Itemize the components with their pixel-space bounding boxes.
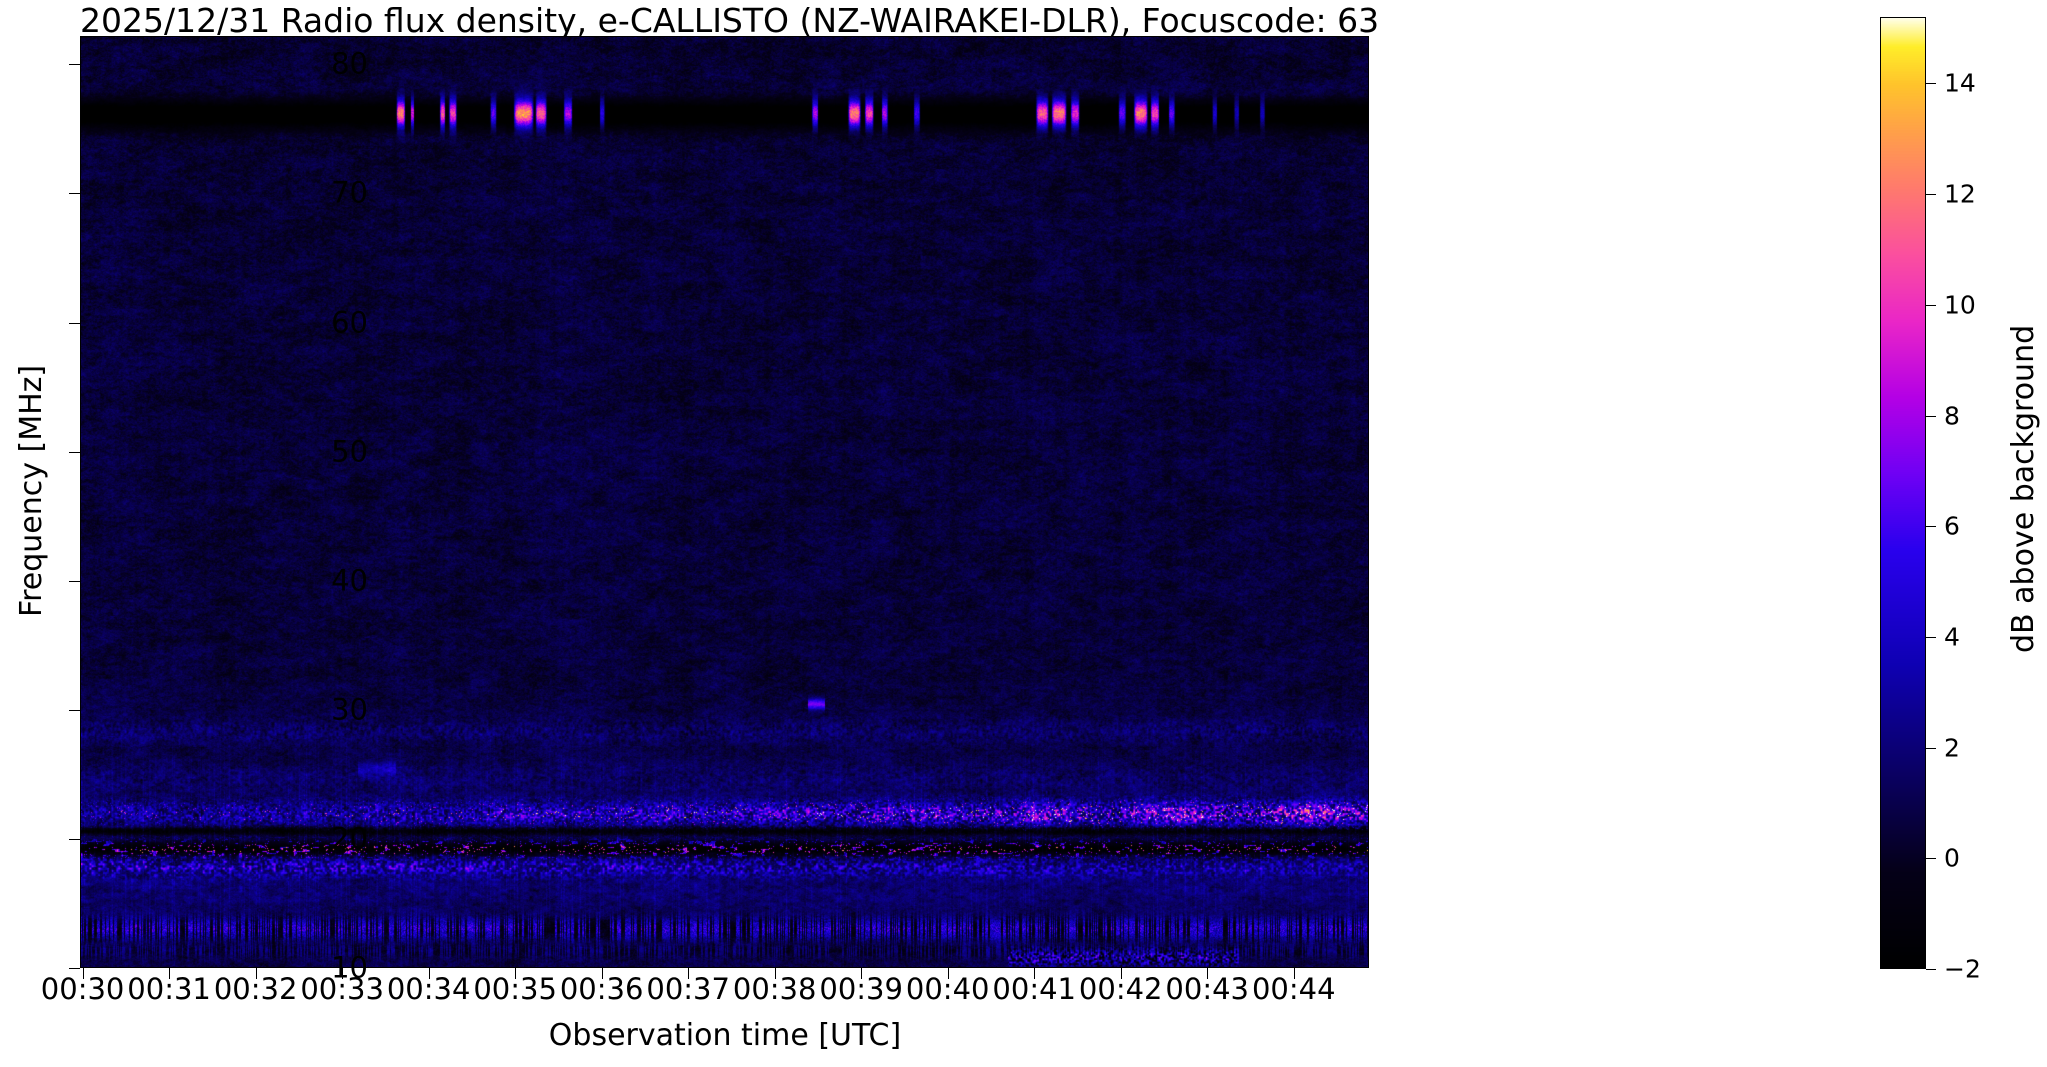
y-axis-tick-mark	[69, 580, 80, 582]
colorbar-tick-mark	[1926, 858, 1936, 860]
colorbar-tick-mark	[1926, 194, 1936, 196]
colorbar-tick-label: 0	[1944, 843, 1960, 873]
y-axis-tick-mark	[69, 709, 80, 711]
colorbar-tick-label: 14	[1944, 68, 1976, 98]
x-axis-tick-label: 00:42	[1078, 972, 1163, 1006]
colorbar-tick-mark	[1926, 526, 1936, 528]
x-axis-tick-label: 00:37	[646, 972, 730, 1006]
chart-title: 2025/12/31 Radio flux density, e-CALLIST…	[80, 1, 1380, 40]
y-axis-label: Frequency [MHz]	[14, 364, 49, 617]
colorbar-tick-mark	[1926, 969, 1936, 970]
x-axis-tick-label: 00:30	[40, 972, 125, 1006]
y-axis-tick-mark	[69, 322, 80, 324]
x-axis-tick-label: 00:32	[213, 972, 298, 1006]
x-axis-tick-mark	[82, 968, 84, 979]
x-axis-tick-mark	[688, 968, 690, 979]
x-axis-tick-label: 00:39	[819, 972, 903, 1006]
colorbar-tick-mark	[1926, 747, 1936, 749]
x-axis-tick-mark	[861, 968, 863, 979]
x-axis-tick-label: 00:34	[386, 972, 471, 1006]
x-axis-tick-label: 00:40	[905, 972, 990, 1006]
y-axis-tick-label: 30	[331, 692, 368, 727]
x-axis-tick-mark	[255, 968, 257, 979]
x-axis-tick-mark	[428, 968, 430, 979]
x-axis-tick-label: 00:44	[1251, 972, 1336, 1006]
x-axis-tick-label: 00:31	[127, 972, 211, 1006]
colorbar	[1880, 17, 1926, 969]
x-axis-tick-label: 00:36	[559, 972, 644, 1006]
x-axis-tick-mark	[342, 968, 344, 979]
colorbar-tick-label: 2	[1944, 733, 1960, 763]
x-axis-label: Observation time [UTC]	[548, 1018, 902, 1053]
colorbar-tick-mark	[1926, 636, 1936, 638]
x-axis-tick-label: 00:35	[473, 972, 557, 1006]
colorbar-tick-mark	[1926, 83, 1936, 85]
x-axis-tick-label: 00:43	[1165, 972, 1250, 1006]
colorbar-tick-label: 10	[1944, 290, 1976, 320]
x-axis-tick-mark	[1034, 968, 1036, 979]
colorbar-tick-mark	[1926, 415, 1936, 417]
y-axis-tick-mark	[69, 968, 80, 969]
colorbar-tick-label: 6	[1944, 511, 1960, 541]
colorbar-tick-label: 8	[1944, 401, 1960, 430]
colorbar-tick-label: −2	[1944, 954, 1981, 984]
y-axis-tick-mark	[69, 838, 80, 840]
x-axis-tick-mark	[1207, 968, 1209, 979]
y-axis-tick-mark	[69, 193, 80, 195]
y-axis-tick-label: 40	[331, 563, 368, 598]
y-axis-tick-label: 70	[331, 175, 368, 210]
spectrogram-image	[81, 37, 1368, 967]
colorbar-gradient	[1881, 18, 1925, 968]
spectrogram-axes	[80, 36, 1369, 968]
y-axis-tick-label: 50	[331, 434, 368, 469]
x-axis-tick-label: 00:38	[732, 972, 817, 1006]
colorbar-tick-label: 4	[1944, 622, 1960, 652]
y-axis-tick-label: 60	[331, 305, 368, 340]
x-axis-tick-mark	[947, 968, 949, 979]
colorbar-tick-mark	[1926, 304, 1936, 306]
colorbar-tick-label: 12	[1944, 179, 1976, 209]
x-axis-tick-mark	[601, 968, 603, 979]
x-axis-tick-mark	[1293, 968, 1295, 979]
y-axis-tick-label: 10	[331, 950, 368, 985]
x-axis-tick-label: 00:41	[992, 972, 1076, 1006]
colorbar-label: dB above background	[2006, 324, 2041, 653]
x-axis-tick-mark	[1120, 968, 1122, 979]
x-axis-tick-mark	[515, 968, 517, 979]
y-axis-tick-mark	[69, 451, 80, 453]
y-axis-tick-label: 20	[331, 821, 368, 856]
x-axis-tick-mark	[774, 968, 776, 979]
x-axis-tick-label: 00:33	[300, 972, 384, 1006]
y-axis-tick-mark	[69, 64, 80, 66]
x-axis-tick-mark	[169, 968, 171, 979]
y-axis-tick-label: 80	[331, 46, 368, 81]
